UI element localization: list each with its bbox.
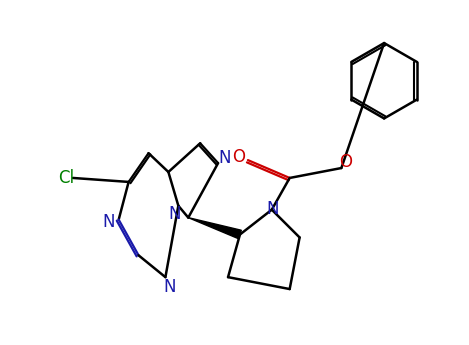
Text: N: N [219, 149, 231, 167]
Text: Cl: Cl [58, 169, 74, 187]
Polygon shape [188, 218, 242, 239]
Text: N: N [163, 278, 175, 296]
Text: O: O [233, 148, 245, 166]
Text: N: N [168, 205, 181, 223]
Text: O: O [339, 153, 352, 171]
Text: N: N [103, 213, 115, 230]
Text: N: N [266, 200, 279, 218]
